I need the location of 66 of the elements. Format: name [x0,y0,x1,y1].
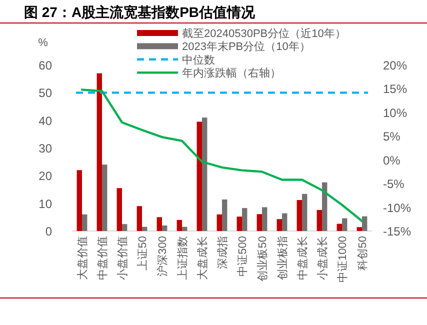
x-tick-label: 中盘成长 [296,236,309,280]
y-axis-title: % [38,37,48,49]
y2-tick-label: 15% [383,82,408,96]
x-tick-label: 大盘价值 [76,236,89,280]
y2-tick-label: 0% [383,153,401,168]
y-tick-label: 20 [38,169,52,184]
bar [336,224,342,231]
y-tick-label: 0 [45,224,52,238]
bar [122,224,128,231]
bar [96,73,102,231]
y2-tick-label: 5% [383,130,401,144]
chart-title: 图 27：A股主流宽基指数PB估值情况 [24,4,256,20]
x-tick-label: 中证1000 [336,236,349,282]
x-tick-label: 创业板50 [256,236,269,282]
x-tick-label: 深成指 [216,236,229,269]
legend-label: 年内涨跌幅（右轴） [182,66,281,80]
legend-label: 2023年末PB分位（10年） [182,40,310,54]
y-tick-label: 40 [38,114,52,128]
bar [202,118,208,231]
bar [362,216,368,231]
x-tick-label: 大盘成长 [196,236,209,280]
bar [136,206,142,231]
bar [256,214,262,231]
y2-tick-label: -10% [383,200,412,215]
x-tick-label: 上证指数 [176,236,189,280]
bar [236,216,242,231]
x-tick-label: 创业板指 [276,236,289,280]
x-tick-label: 沪深300 [156,236,169,276]
x-tick-label: 小盘价值 [116,236,129,280]
bar [176,220,182,231]
x-tick-label: 科创50 [357,236,369,270]
bar [76,170,82,231]
y-tick-label: 30 [38,142,52,156]
bar [222,199,228,231]
bar [296,200,302,231]
y-tick-label: 10 [38,196,52,211]
bar [162,225,168,231]
bar [302,194,308,231]
bar [282,213,288,231]
y2-tick-label: -15% [383,224,412,238]
bar [116,188,122,231]
bar [342,218,348,231]
bar [142,226,148,231]
y2-tick-label: 20% [383,58,408,72]
y2-tick-label: -5% [383,177,405,192]
x-tick-label: 小盘成长 [316,236,329,280]
bar [262,207,268,231]
bar [82,214,88,231]
bar [156,217,162,231]
bar [356,227,362,231]
bar [316,210,322,231]
y-tick-label: 50 [38,86,52,100]
y2-tick-label: 10% [383,106,408,120]
x-tick-label: 上证50 [136,236,149,270]
legend-label: 中位数 [182,53,215,66]
bar [242,208,248,231]
bar [196,122,202,231]
y-tick-label: 60 [38,58,52,72]
bar [276,219,282,231]
bar [322,182,328,231]
bar [216,214,222,231]
bar [182,226,188,231]
x-tick-label: 中盘价值 [96,236,109,280]
bar [102,164,108,231]
legend-label: 截至20240530PB分位（近10年） [182,27,346,40]
x-tick-label: 中证500 [236,236,249,276]
